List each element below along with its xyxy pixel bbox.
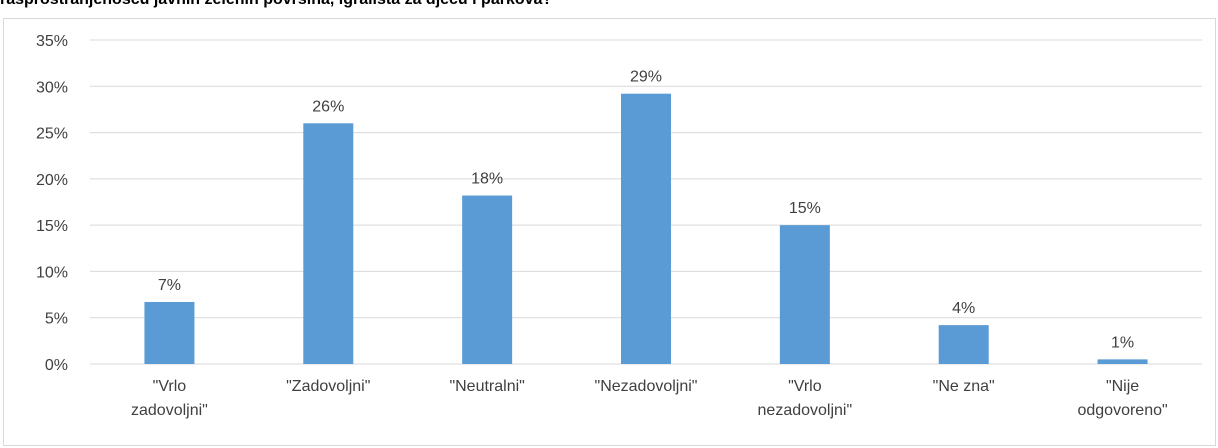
y-tick-label: 25% <box>36 126 68 143</box>
bar <box>144 301 195 364</box>
y-tick-label: 15% <box>36 218 68 235</box>
x-tick-label: "Ne zna" <box>933 378 995 395</box>
y-tick-label: 30% <box>36 79 68 96</box>
bars <box>144 93 1148 364</box>
x-tick-label: "Zadovoljni" <box>286 378 370 395</box>
x-tick-label: "Vrlo <box>788 378 822 395</box>
x-tick-label: "Neutralni" <box>449 378 524 395</box>
y-tick-label: 35% <box>36 33 68 50</box>
data-label: 26% <box>312 98 344 115</box>
x-tick-label: "Nije <box>1106 378 1139 395</box>
y-tick-label: 10% <box>36 264 68 281</box>
chart-title: rasprostranjenošću javnih zelenih površi… <box>0 0 552 9</box>
y-tick-label: 20% <box>36 172 68 189</box>
data-label: 7% <box>158 277 181 294</box>
bar <box>779 225 830 364</box>
y-tick-label: 0% <box>45 357 68 374</box>
data-labels: 7% 26% 18% 29% 15% 4% 1% <box>158 69 1134 352</box>
chart-frame <box>3 18 1216 446</box>
x-tick-label: zadovoljni" <box>131 402 208 419</box>
x-tick-label: "Nezadovoljni" <box>595 378 698 395</box>
x-tick-label: "Vrlo <box>153 378 187 395</box>
x-axis-ticks: "Vrlo zadovoljni" "Zadovoljni" "Neutralni" "… <box>131 378 1168 419</box>
data-label: 29% <box>630 69 662 86</box>
data-label: 18% <box>471 171 503 188</box>
bar <box>938 325 989 364</box>
bar <box>303 123 354 364</box>
x-tick-label: odgovoreno" <box>1077 402 1167 419</box>
data-label: 15% <box>789 200 821 217</box>
y-axis-ticks: 0% 5% 10% 15% 20% 25% 30% 35% <box>36 33 68 374</box>
data-label: 4% <box>952 300 975 317</box>
bar <box>1097 359 1148 364</box>
y-tick-label: 5% <box>45 311 68 328</box>
data-label: 1% <box>1111 334 1134 351</box>
bar <box>462 195 513 364</box>
x-tick-label: nezadovoljni" <box>758 402 853 419</box>
bar <box>621 93 671 364</box>
